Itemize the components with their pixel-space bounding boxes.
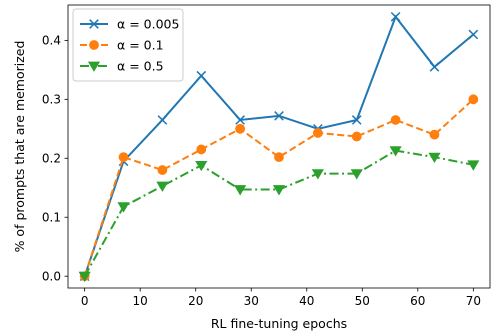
y-tick-label: 0.4 xyxy=(42,34,61,48)
series-1-point xyxy=(157,115,168,125)
series-3-line xyxy=(83,149,474,277)
series-1-point xyxy=(429,62,440,72)
y-tick-label: 0.1 xyxy=(42,211,61,225)
series-3-point xyxy=(389,146,402,157)
legend: α = 0.005 α = 0.1 α = 0.5 xyxy=(72,8,184,82)
legend-marker-stroke xyxy=(89,19,99,29)
x-tick-label: 50 xyxy=(355,294,370,308)
y-axis-label: % of prompts that are memorized xyxy=(12,41,27,253)
series-1-point-stroke xyxy=(196,70,207,81)
series-1-point xyxy=(235,115,245,125)
series-1-point-stroke xyxy=(157,115,168,125)
series-3-point xyxy=(350,169,363,180)
series-1-point xyxy=(468,29,479,40)
x-tick-label: 0 xyxy=(81,294,89,308)
plot-border xyxy=(67,4,491,289)
series-3-point xyxy=(234,185,247,196)
series-layer xyxy=(78,11,480,283)
x-tick-label: 10 xyxy=(133,294,148,308)
legend-label: α = 0.5 xyxy=(117,59,164,74)
plot-area xyxy=(67,4,491,289)
legend-marker xyxy=(89,40,99,50)
series-2-point xyxy=(235,123,246,134)
series-2-point xyxy=(429,129,440,140)
series-3-point xyxy=(467,160,480,171)
x-tick-label: 30 xyxy=(244,294,259,308)
x-tick-label: 70 xyxy=(466,294,481,308)
y-tick-label: 0.2 xyxy=(42,152,61,166)
series-2 xyxy=(79,94,479,282)
series-2-point xyxy=(351,131,362,142)
series-1-point xyxy=(196,70,207,81)
series-1-point-stroke xyxy=(235,115,245,125)
series-1-point xyxy=(390,11,401,22)
series-3-point xyxy=(78,271,91,283)
legend-marker xyxy=(89,19,99,29)
series-3-point xyxy=(117,202,130,213)
series-2-point xyxy=(157,165,168,175)
series-2-point xyxy=(468,94,479,105)
series-2-point xyxy=(196,144,207,155)
series-3-point xyxy=(195,160,208,172)
y-tick-label: 0.0 xyxy=(42,270,61,284)
x-axis-label: RL fine-tuning epochs xyxy=(211,316,347,331)
series-2-line xyxy=(83,98,475,277)
series-1 xyxy=(79,11,479,282)
series-3-point xyxy=(311,169,324,180)
series-2-point xyxy=(118,152,129,163)
legend-label: α = 0.005 xyxy=(117,17,179,32)
x-tick-label: 40 xyxy=(299,294,314,308)
series-3-point xyxy=(272,185,286,196)
y-tick-label: 0.3 xyxy=(42,93,61,107)
series-3 xyxy=(78,146,480,283)
series-3-point xyxy=(428,152,441,164)
legend-box xyxy=(72,8,184,82)
series-1-point xyxy=(351,115,362,125)
series-2-point xyxy=(390,115,401,125)
legend-label: α = 0.1 xyxy=(117,38,164,53)
legend-marker xyxy=(87,61,101,72)
series-1-point xyxy=(274,111,284,121)
series-1-point-stroke xyxy=(390,11,401,22)
series-1-point-stroke xyxy=(429,62,440,72)
x-tick-label: 60 xyxy=(410,294,425,308)
x-tick-label: 20 xyxy=(188,294,203,308)
axis-ticks: 0 10 20 30 40 50 60 70 0.0 0.1 0.2 0.3 0.4 xyxy=(42,34,481,308)
legend-entry-1: α = 0.005 xyxy=(80,17,179,32)
series-3-point xyxy=(156,181,169,192)
series-2-point xyxy=(274,152,284,163)
series-2-point xyxy=(312,128,323,138)
series-1-point-stroke xyxy=(468,29,479,40)
legend-entry-2: α = 0.1 xyxy=(80,38,164,53)
legend-entry-3: α = 0.5 xyxy=(80,59,164,74)
series-1-point-stroke xyxy=(274,111,284,121)
series-1-point-stroke xyxy=(351,115,362,125)
